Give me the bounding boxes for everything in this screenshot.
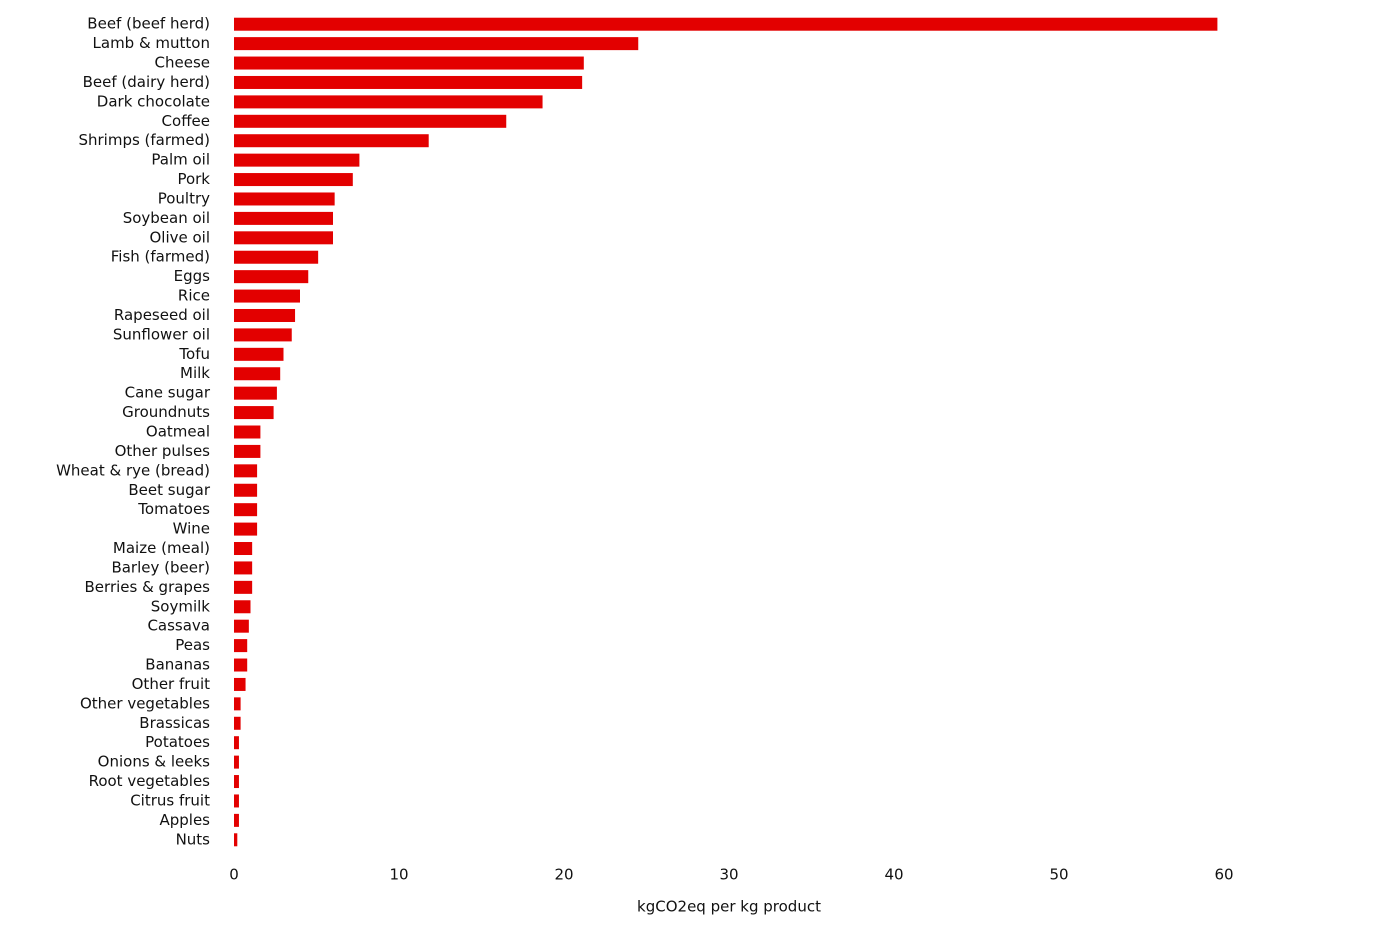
y-tick-label: Shrimps (farmed): [78, 131, 210, 149]
bar: [234, 289, 300, 303]
bar: [234, 444, 261, 458]
y-tick-label: Milk: [180, 364, 210, 382]
y-tick-label: Dark chocolate: [97, 92, 210, 110]
y-tick-label: Other vegetables: [80, 694, 210, 712]
y-tick-label: Fish (farmed): [111, 248, 210, 266]
x-axis-title: kgCO2eq per kg product: [637, 898, 821, 916]
bar: [234, 794, 239, 808]
bar: [234, 153, 360, 167]
bar: [234, 75, 583, 89]
y-tick-label: Beet sugar: [128, 481, 210, 499]
x-tick-label: 20: [554, 866, 573, 884]
y-tick-label: Cassava: [147, 617, 210, 635]
bar: [234, 833, 238, 847]
bar: [234, 736, 239, 750]
bar: [234, 580, 253, 594]
bar: [234, 716, 241, 730]
bar: [234, 347, 284, 361]
bar: [234, 483, 258, 497]
bar: [234, 56, 584, 70]
bar: [234, 755, 239, 769]
bar: [234, 775, 239, 789]
bar: [234, 173, 353, 187]
y-tick-label: Groundnuts: [122, 403, 210, 421]
bar: [234, 211, 333, 225]
y-tick-label: Onions & leeks: [98, 753, 211, 771]
y-tick-label: Lamb & mutton: [93, 34, 210, 52]
bar: [234, 619, 249, 633]
y-tick-label: Tomatoes: [137, 500, 210, 518]
x-tick-label: 60: [1214, 866, 1233, 884]
y-tick-label: Other fruit: [132, 675, 210, 693]
y-tick-label: Sunflower oil: [113, 325, 210, 343]
y-tick-label: Nuts: [176, 830, 211, 848]
x-tick-label: 0: [229, 866, 239, 884]
y-tick-label: Tofu: [178, 345, 210, 363]
bar: [234, 677, 246, 691]
y-tick-label: Soybean oil: [123, 209, 210, 227]
bar: [234, 697, 241, 711]
y-tick-label: Cheese: [155, 54, 210, 72]
x-tick-label: 50: [1049, 866, 1068, 884]
y-tick-label: Wheat & rye (bread): [56, 461, 210, 479]
y-tick-label: Oatmeal: [146, 423, 210, 441]
y-tick-label: Wine: [173, 520, 210, 538]
y-tick-label: Other pulses: [115, 442, 211, 460]
bar: [234, 17, 1218, 31]
bar: [234, 308, 296, 322]
y-tick-label: Eggs: [174, 267, 211, 285]
x-tick-label: 30: [719, 866, 738, 884]
y-tick-label: Beef (beef herd): [87, 15, 210, 33]
y-tick-label: Apples: [159, 811, 210, 829]
bar: [234, 639, 248, 653]
y-tick-label: Pork: [177, 170, 210, 188]
x-tick-label: 40: [884, 866, 903, 884]
y-tick-label: Maize (meal): [113, 539, 210, 557]
bar: [234, 114, 507, 128]
y-tick-label: Citrus fruit: [130, 791, 210, 809]
bar: [234, 134, 429, 148]
x-tick-label: 10: [389, 866, 408, 884]
bar: [234, 813, 239, 827]
y-tick-label: Brassicas: [139, 714, 210, 732]
y-tick-label: Peas: [175, 636, 210, 654]
bar: [234, 464, 258, 478]
bar: [234, 406, 274, 420]
y-tick-label: Rice: [178, 287, 210, 305]
y-tick-label: Rapeseed oil: [114, 306, 210, 324]
y-tick-label: Barley (beer): [111, 558, 210, 576]
y-tick-label: Root vegetables: [89, 772, 211, 790]
y-tick-label: Soymilk: [151, 597, 211, 615]
y-tick-label: Potatoes: [145, 733, 210, 751]
bar: [234, 270, 309, 284]
bar: [234, 503, 258, 517]
y-tick-label: Beef (dairy herd): [83, 73, 210, 91]
bar: [234, 425, 261, 439]
y-tick-label: Poultry: [158, 189, 210, 207]
y-tick-label: Palm oil: [151, 151, 210, 169]
bar: [234, 250, 319, 264]
y-tick-label: Berries & grapes: [85, 578, 211, 596]
y-tick-label: Cane sugar: [125, 384, 211, 402]
bar: [234, 328, 292, 342]
bar: [234, 192, 335, 206]
bar: [234, 542, 253, 556]
y-tick-label: Olive oil: [149, 228, 210, 246]
bar: [234, 561, 253, 575]
bar: [234, 367, 281, 381]
y-tick-label: Coffee: [162, 112, 210, 130]
bar: [234, 600, 251, 614]
bar: [234, 386, 277, 400]
y-tick-label: Bananas: [145, 656, 210, 674]
bar: [234, 95, 543, 109]
bar: [234, 37, 639, 51]
bar: [234, 522, 258, 536]
bar: [234, 658, 248, 672]
bar: [234, 231, 333, 245]
